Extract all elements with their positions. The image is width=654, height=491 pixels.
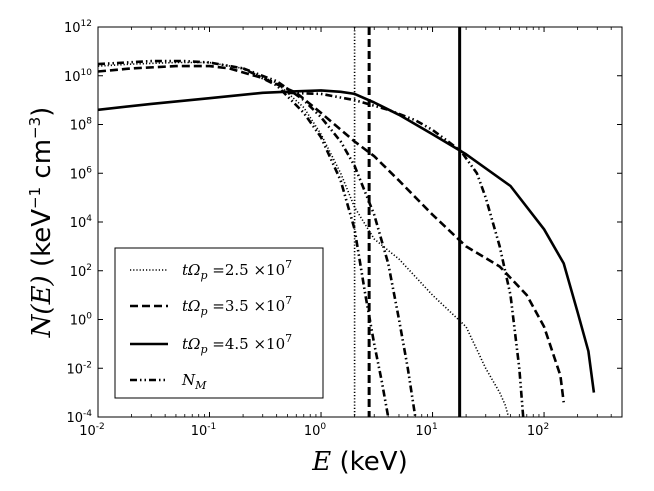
y-tick-label: 108 bbox=[70, 117, 93, 134]
legend-box bbox=[114, 247, 324, 399]
x-axis-title: E (keV) bbox=[311, 447, 407, 477]
series-2-curve bbox=[98, 64, 565, 403]
y-tick-label: 10-2 bbox=[66, 360, 92, 377]
x-axis: 10-2 10-1 100 101 102 bbox=[79, 27, 623, 439]
legend-label-2: tΩp =3.5 ×107 bbox=[182, 294, 292, 318]
x-tick-label: 10-1 bbox=[191, 422, 217, 439]
y-tick-label: 1012 bbox=[64, 19, 92, 36]
legend-label-3: tΩp =4.5 ×107 bbox=[182, 332, 292, 356]
y-tick-label: 100 bbox=[70, 312, 93, 329]
x-tick-label: 101 bbox=[415, 422, 437, 439]
x-tick-label: 102 bbox=[527, 422, 549, 439]
series-4-curve-3 bbox=[287, 91, 525, 417]
y-tick-label: 104 bbox=[70, 214, 93, 231]
plot-area bbox=[98, 27, 596, 417]
y-tick-label: 106 bbox=[70, 165, 93, 182]
y-axis: 10-4 10-2 100 102 104 106 108 1010 1012 bbox=[64, 19, 622, 426]
series-4-curve-1 bbox=[98, 59, 390, 417]
legend-label-1: tΩp =2.5 ×107 bbox=[182, 258, 292, 282]
y-axis-title: N(E) (keV−1 cm−3) bbox=[26, 107, 57, 339]
y-tick-label: 1010 bbox=[64, 68, 92, 85]
x-tick-label: 100 bbox=[304, 422, 327, 439]
y-tick-label: 10-4 bbox=[66, 409, 92, 426]
legend-label-4: NM bbox=[181, 371, 207, 392]
legend: tΩp =2.5 ×107 tΩp =3.5 ×107 tΩp =4.5 ×107 N… bbox=[114, 247, 324, 399]
y-tick-label: 102 bbox=[70, 263, 92, 280]
series-4-curve-2 bbox=[242, 67, 417, 417]
x-tick-label: 10-2 bbox=[79, 422, 105, 439]
